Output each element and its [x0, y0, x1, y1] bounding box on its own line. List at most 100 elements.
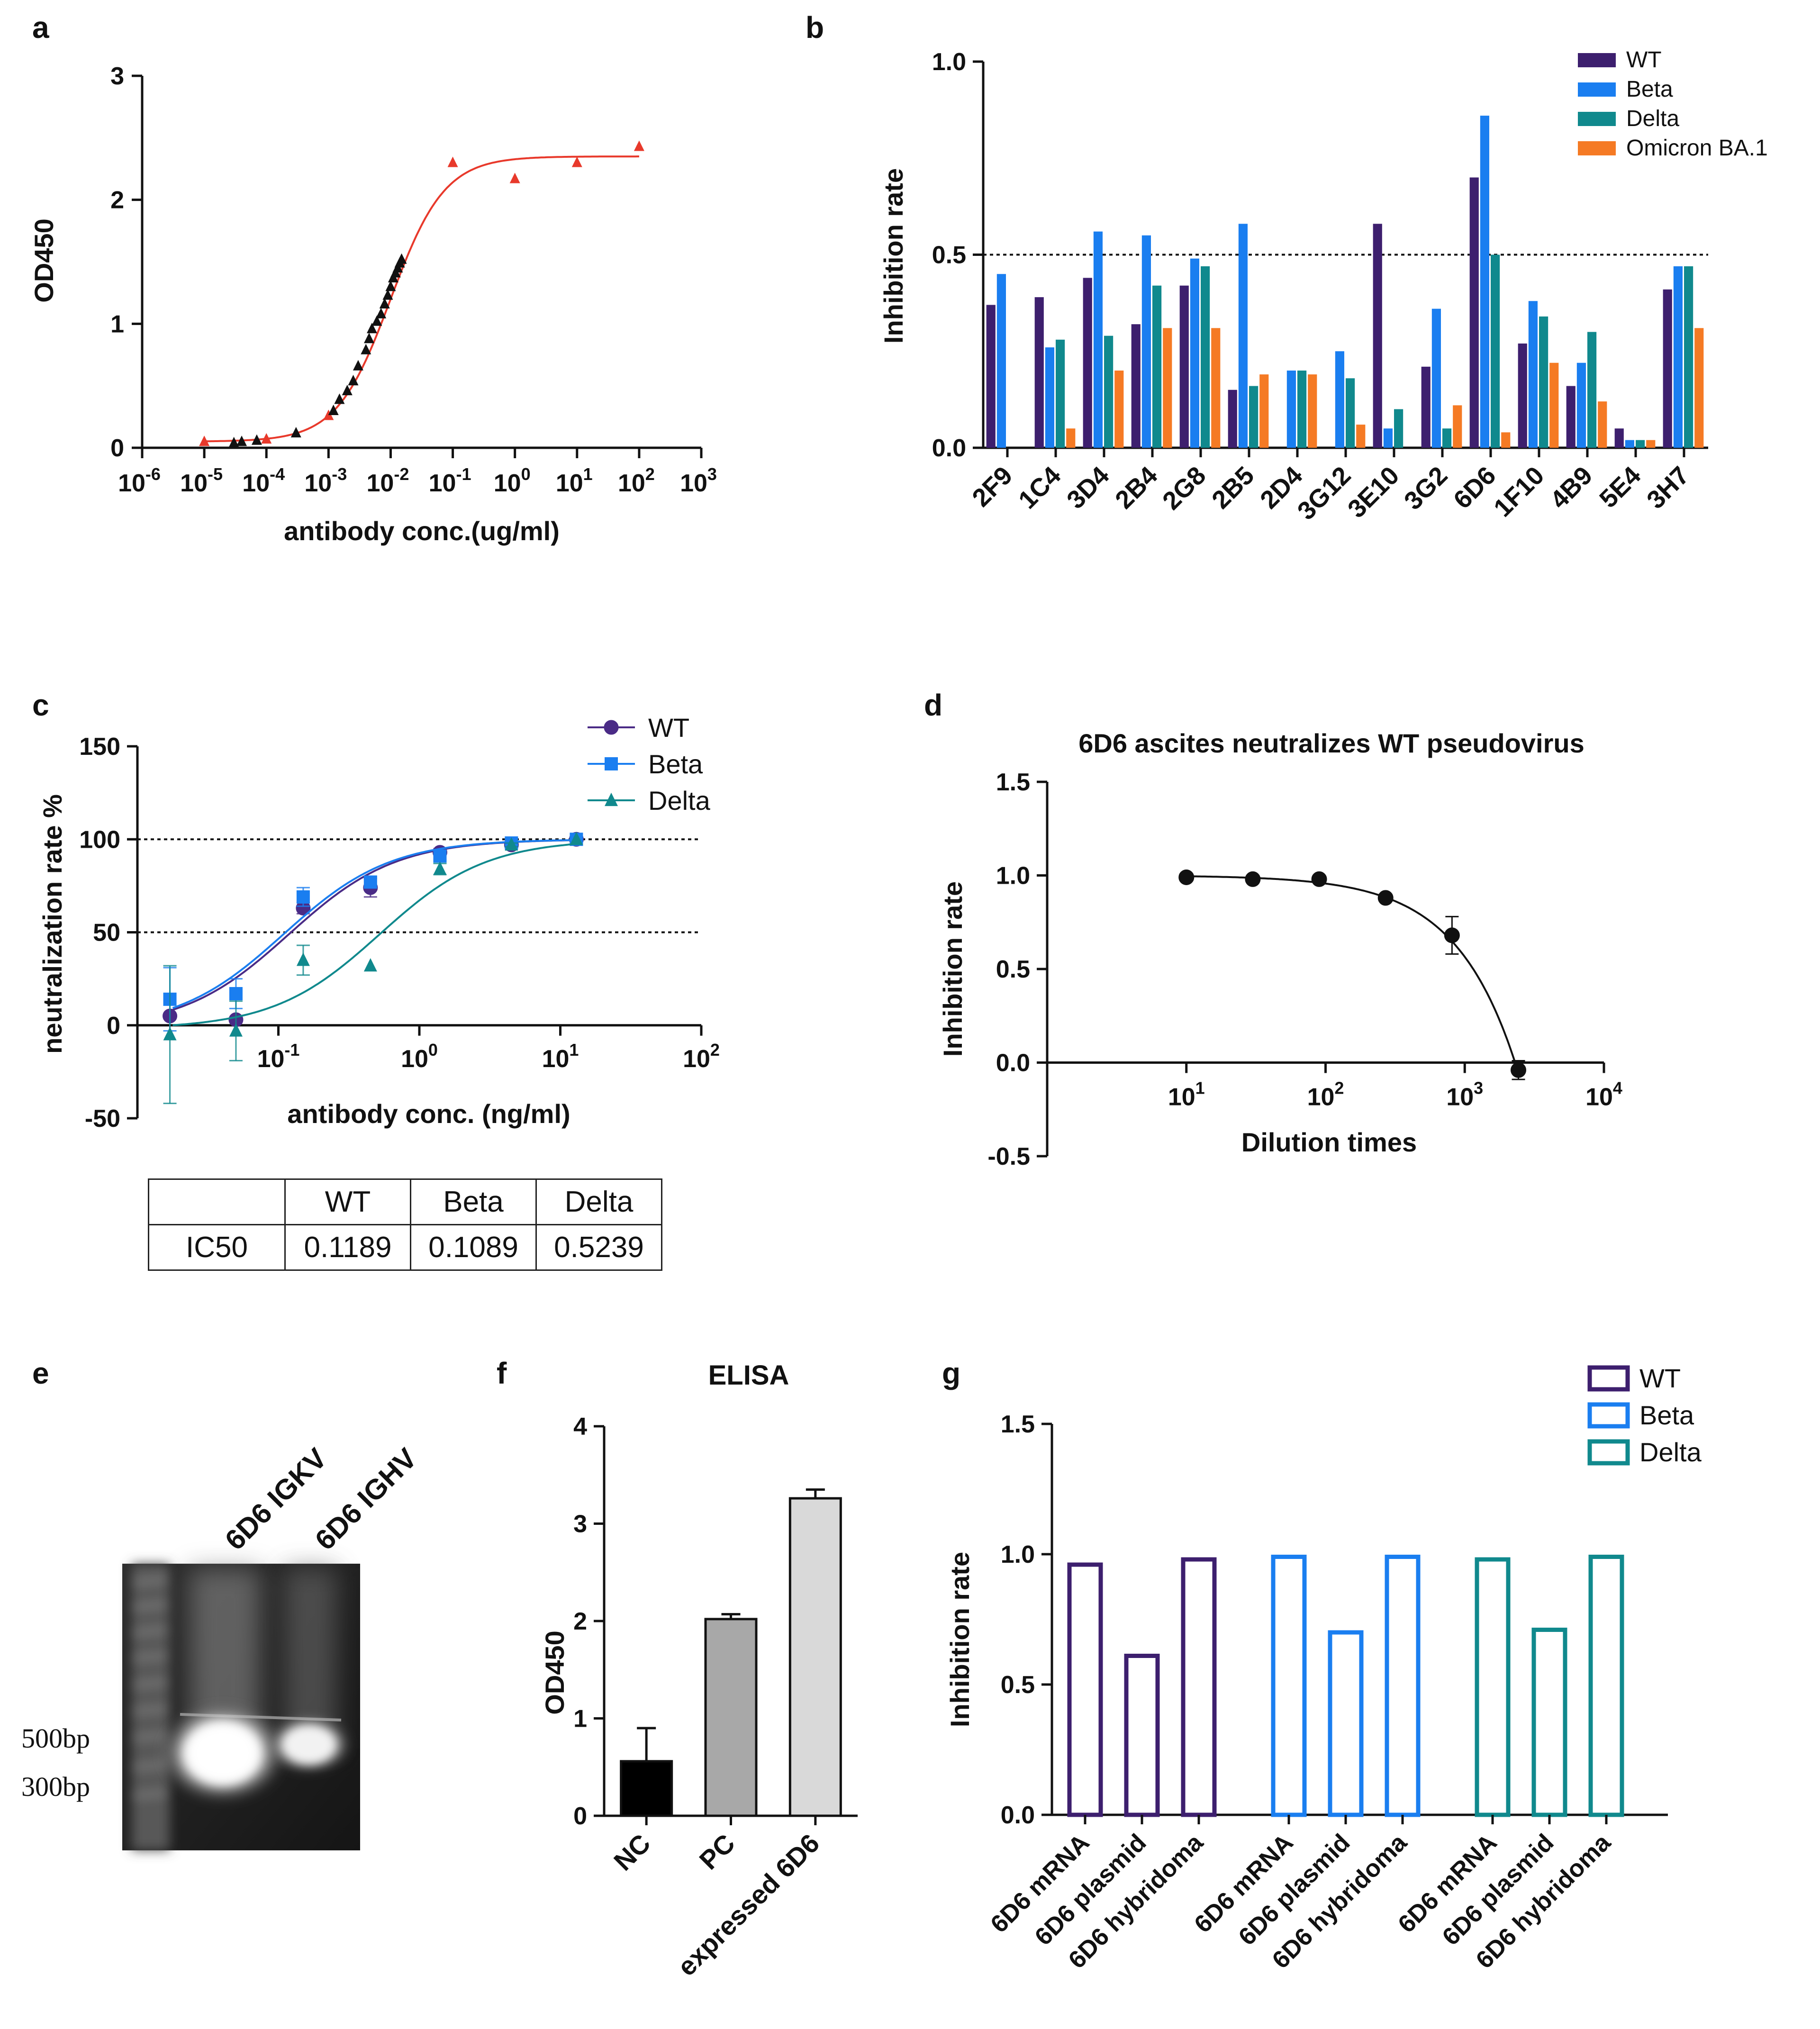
data-point [571, 156, 582, 167]
data-point [163, 1027, 177, 1041]
legend-label: WT [1626, 47, 1662, 72]
y-tick-label: 0.0 [1001, 1802, 1035, 1829]
x-tick-label: 101 [556, 464, 593, 497]
y-tick-label: 0.0 [932, 435, 966, 462]
x-tick-label: 10-4 [242, 464, 285, 497]
bar [1034, 297, 1044, 448]
x-tick-label: 1C4 [1013, 461, 1066, 514]
bar [1587, 332, 1597, 448]
bar [1131, 324, 1141, 448]
data-point [361, 344, 371, 354]
x-tick-label: 101 [1168, 1078, 1205, 1111]
panel-letter-d: d [924, 688, 942, 722]
data-point [353, 360, 363, 371]
bar [1308, 374, 1317, 448]
panel-d-plot: -0.5 0.0 0.5 1.0 1.5 101 102 103 104 [987, 769, 1622, 1170]
data-point [261, 433, 272, 444]
ic50-header-cell: WT [284, 1178, 411, 1225]
ic50-header-cell: Delta [535, 1178, 662, 1225]
ic50-table: WT Beta Delta IC50 0.1189 0.1089 0.5239 [148, 1178, 662, 1271]
legend-swatch [1578, 141, 1616, 155]
panel-f-title: ELISA [708, 1360, 789, 1391]
x-tick-label: 3G12 [1292, 461, 1357, 525]
x-tick-label: 102 [618, 464, 655, 497]
bar [1249, 386, 1259, 448]
bar [1201, 266, 1210, 448]
data-point [228, 436, 239, 448]
data-point [385, 281, 396, 291]
bar [1124, 1654, 1160, 1817]
bar [1271, 1555, 1307, 1817]
bar [996, 274, 1006, 448]
panel-b-plot: 0.00.51.02F91C43D42B42G82B52D43G123E103G… [932, 47, 1768, 525]
y-tick-label: 1 [573, 1705, 587, 1733]
panel-a-ylabel: OD450 [29, 218, 59, 302]
bar [1431, 308, 1441, 448]
x-tick-label: 10-1 [257, 1040, 300, 1073]
x-tick-label: 2B5 [1206, 461, 1259, 514]
y-tick-label: 1.0 [996, 862, 1030, 890]
data-point [382, 289, 393, 300]
data-point [509, 172, 520, 183]
bar [1093, 231, 1103, 448]
x-tick-label: expressed 6D6 [671, 1828, 825, 1982]
bar [1673, 266, 1683, 448]
y-tick-label: 3 [573, 1511, 587, 1538]
bar [1114, 371, 1124, 448]
bar [1238, 224, 1248, 448]
data-point [236, 435, 247, 446]
legend-label: Delta [1626, 106, 1679, 131]
ic50-header-row: WT Beta Delta [148, 1178, 662, 1225]
data-point [634, 140, 644, 151]
y-tick-label: 50 [93, 919, 120, 947]
y-tick-label: 0 [107, 1012, 120, 1040]
bar [1394, 409, 1403, 448]
x-tick-label: PC [693, 1828, 741, 1875]
data-point [1311, 871, 1327, 887]
y-tick-label: 2 [110, 187, 124, 214]
legend-label: Delta [1639, 1437, 1702, 1467]
panel-b-ylabel: Inhibition rate [878, 168, 908, 344]
bar [1684, 266, 1693, 448]
panel-d-title: 6D6 ascites neutralizes WT pseudovirus [1078, 728, 1584, 758]
y-tick-label: 0 [573, 1803, 587, 1830]
y-tick-label: 4 [573, 1413, 587, 1440]
y-tick-label: 0.5 [1001, 1671, 1035, 1699]
bar [1228, 389, 1237, 448]
bar [1383, 428, 1393, 448]
y-tick-label: -0.5 [987, 1143, 1030, 1170]
data-point [251, 434, 262, 445]
panel-letter-f: f [497, 1356, 507, 1390]
bar [1141, 235, 1151, 448]
ic50-cell: IC50 [148, 1224, 286, 1271]
ic50-header-cell [148, 1178, 286, 1225]
x-tick-label: 2G8 [1157, 461, 1212, 516]
y-tick-label: 0.5 [932, 242, 966, 269]
bar [1480, 116, 1489, 448]
gel-marker-300bp: 300bp [21, 1771, 90, 1802]
panel-d-ylabel: Inhibition rate [938, 881, 968, 1057]
bar [1576, 362, 1586, 448]
data-point [447, 156, 458, 167]
legend-marker [605, 757, 618, 770]
legend-swatch [1587, 1402, 1630, 1429]
bar [1259, 374, 1269, 448]
x-tick-label: 102 [1307, 1078, 1344, 1111]
bar [1328, 1630, 1364, 1817]
x-tick-label: 10-3 [304, 464, 347, 497]
legend-swatch [1578, 53, 1616, 67]
data-point [570, 832, 583, 845]
bar [1066, 428, 1076, 448]
x-tick-label: 3H7 [1641, 461, 1694, 514]
data-point [334, 393, 345, 404]
panel-c-xlabel: antibody conc. (ng/ml) [287, 1099, 570, 1129]
x-tick-label: 101 [542, 1040, 579, 1073]
bar [1442, 428, 1452, 448]
data-point [1245, 871, 1261, 887]
data-point [433, 849, 447, 863]
y-tick-label: 150 [79, 733, 120, 761]
bar [1491, 254, 1500, 448]
x-tick-label: 2B4 [1110, 461, 1163, 514]
y-tick-label: 3 [110, 63, 124, 90]
